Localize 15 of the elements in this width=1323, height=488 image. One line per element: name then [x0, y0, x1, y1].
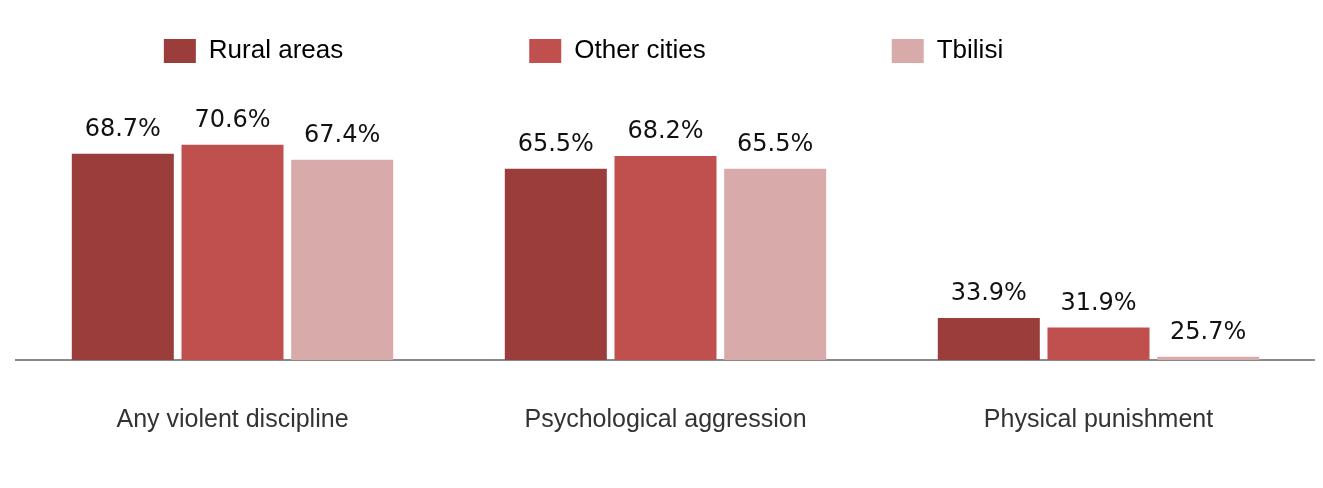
- data-label: 33.9%: [950, 278, 1027, 307]
- legend-label: Tbilisi: [936, 34, 1160, 65]
- legend-label: Other cities: [574, 34, 862, 65]
- data-label: 68.7%: [84, 113, 161, 142]
- x-tick-label: Any violent discipline: [116, 403, 349, 432]
- data-label: 65.5%: [737, 129, 814, 158]
- data-label: 25.7%: [1170, 316, 1247, 345]
- data-label: 31.9%: [1060, 287, 1137, 316]
- data-label: 68.2%: [627, 116, 704, 145]
- data-label: 70.6%: [194, 105, 271, 133]
- x-tick-label: Physical punishment: [983, 403, 1214, 432]
- data-label: 65.5%: [517, 129, 594, 158]
- x-tick-label: Psychological aggression: [524, 403, 807, 432]
- data-label: 67.4%: [304, 120, 381, 149]
- legend-label: Rural areas: [208, 34, 500, 65]
